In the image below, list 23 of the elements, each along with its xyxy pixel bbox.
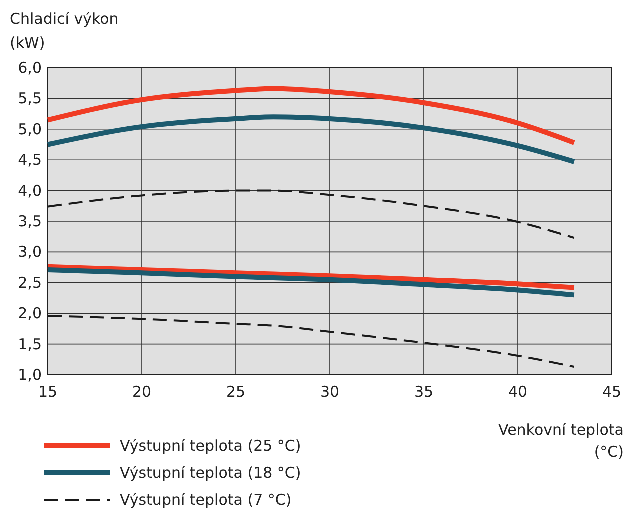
- x-tick-label: 35: [414, 383, 434, 401]
- x-tick-label: 40: [508, 383, 528, 401]
- x-axis-title: Venkovní teplota (°C): [498, 421, 624, 461]
- x-tick-label: 25: [226, 383, 246, 401]
- y-tick-label: 1,0: [18, 366, 42, 384]
- y-tick-label: 2,5: [18, 274, 42, 292]
- y-tick-label: 5,5: [18, 90, 42, 108]
- y-tick-label: 3,0: [18, 243, 42, 262]
- x-tick-label: 45: [602, 383, 622, 401]
- x-tick-label: 20: [132, 383, 152, 401]
- y-axis-title: Chladicí výkon (kW): [10, 10, 119, 52]
- x-tick-label: 30: [320, 383, 340, 401]
- legend-label: Výstupní teplota (7 °C): [120, 491, 292, 509]
- y-tick-label: 3,5: [18, 212, 42, 230]
- y-tick-label: 6,0: [18, 59, 42, 77]
- x-tick-label: 15: [38, 383, 58, 401]
- y-tick-label: 5,0: [18, 120, 42, 138]
- y-tick-label: 1,5: [18, 335, 42, 354]
- y-tick-label: 2,0: [18, 304, 42, 323]
- y-tick-label: 4,5: [18, 151, 42, 170]
- legend-label: Výstupní teplota (25 °C): [120, 437, 302, 455]
- y-tick-label: 4,0: [18, 182, 42, 200]
- legend-label: Výstupní teplota (18 °C): [120, 464, 302, 482]
